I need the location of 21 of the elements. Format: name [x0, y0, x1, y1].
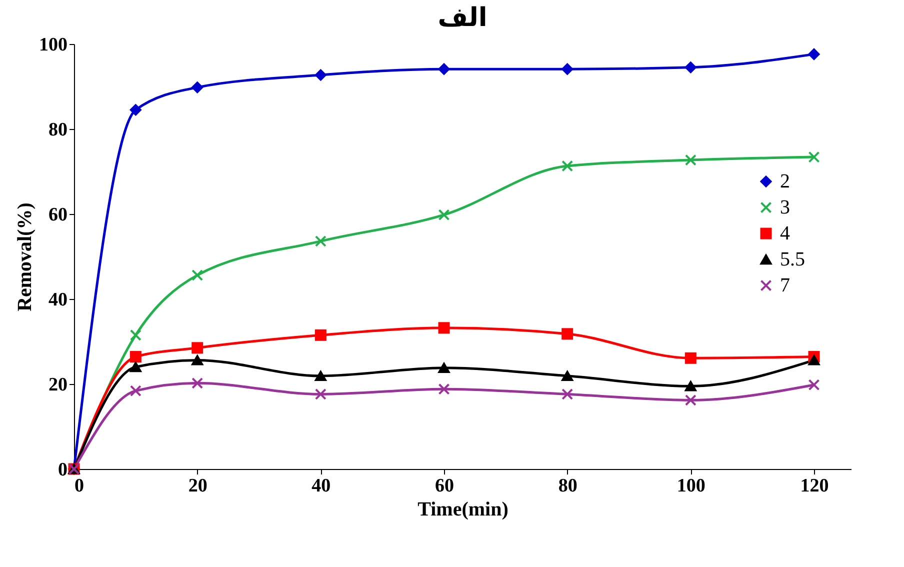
x-tick-label: 0 [74, 476, 84, 496]
y-tick-label: 20 [48, 374, 68, 396]
x-tick-label: 120 [800, 476, 829, 496]
y-axis-title: Removal(%) [14, 202, 36, 312]
x-tick-label: 60 [435, 476, 454, 496]
y-tick-label: 0 [58, 460, 68, 480]
x-tick-label: 80 [558, 476, 578, 496]
legend-label: 2 [780, 170, 790, 192]
y-tick-label: 60 [48, 204, 68, 226]
chart-title: الف [438, 3, 488, 33]
x-tick-label: 100 [676, 476, 706, 496]
legend-label: 3 [780, 196, 790, 218]
legend-label: 5.5 [780, 248, 805, 270]
legend-label: 7 [780, 274, 790, 296]
y-tick-label: 80 [48, 120, 68, 140]
x-tick-label: 20 [188, 476, 208, 496]
y-tick-label: 100 [39, 34, 68, 56]
y-tick-label: 40 [48, 290, 68, 310]
x-axis-title: Time(min) [418, 498, 508, 520]
x-tick-label: 40 [312, 476, 331, 496]
legend-label: 4 [780, 222, 790, 244]
